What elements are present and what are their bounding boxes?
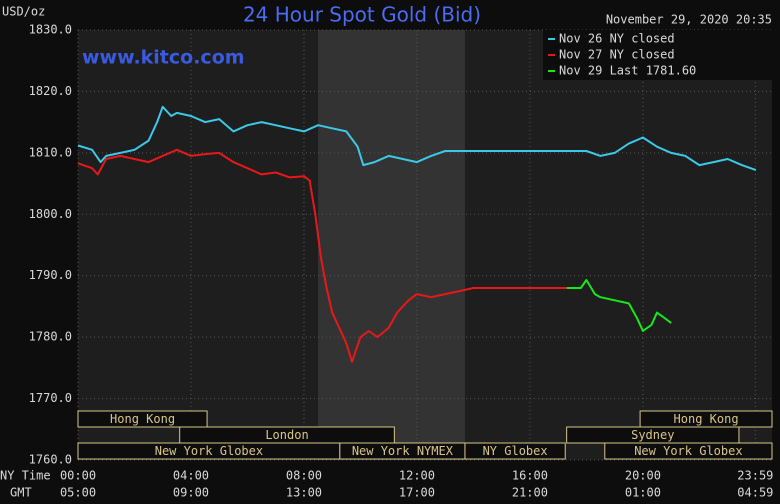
under-layer	[77, 29, 772, 461]
y-tick-label: 1760.0	[29, 453, 72, 467]
session-bar	[464, 442, 566, 460]
legend-label: Nov 26 NY closed	[559, 32, 675, 46]
legend-box	[543, 30, 772, 80]
highlight-band	[318, 30, 465, 460]
watermark: www.kitco.com	[82, 47, 245, 69]
x-tick-label: 08:00	[286, 469, 322, 483]
x2-tick-label: 01:00	[625, 486, 661, 500]
y-tick-label: 1820.0	[29, 84, 72, 98]
y-tick-label: 1770.0	[29, 391, 72, 405]
x-tick-label: 00:00	[60, 469, 96, 483]
y-tick-label: 1800.0	[29, 207, 72, 221]
y-tick-label: 1810.0	[29, 145, 72, 159]
series-line	[77, 105, 757, 172]
session-label: NY Globex	[483, 444, 548, 458]
x2-tick-label: 04:59	[737, 486, 773, 500]
x-tick-label: 12:00	[399, 469, 435, 483]
x2-tick-label: 09:00	[173, 486, 209, 500]
timestamp: November 29, 2020 20:35	[606, 13, 772, 27]
session-label: New York Globex	[634, 444, 742, 458]
session-label: London	[265, 428, 308, 442]
x2-tick-label: 05:00	[60, 486, 96, 500]
session-bar	[604, 442, 773, 460]
session-label: New York NYMEX	[352, 444, 454, 458]
y-tick-label: 1780.0	[29, 330, 72, 344]
x2-tick-label: 21:00	[512, 486, 548, 500]
y-tick-label: 1790.0	[29, 268, 72, 282]
session-label: Hong Kong	[674, 412, 739, 426]
chart-title: 24 Hour Spot Gold (Bid)	[243, 3, 481, 27]
session-label: Sydney	[631, 428, 674, 442]
session-bar	[77, 410, 208, 428]
legend-label: Nov 29 Last 1781.60	[559, 64, 696, 78]
x2-tick-label: 17:00	[399, 486, 435, 500]
x-tick-label: 04:00	[173, 469, 209, 483]
legend-label: Nov 27 NY closed	[559, 48, 675, 62]
session-label: Hong Kong	[110, 412, 175, 426]
x-tick-label: 23:59	[737, 469, 773, 483]
x-tick-label: 16:00	[512, 469, 548, 483]
x-label: NY Time	[0, 469, 51, 483]
y-tick-label: 1830.0	[29, 23, 72, 37]
x2-tick-label: 13:00	[286, 486, 322, 500]
y-unit: USD/oz	[2, 5, 45, 19]
session-label: New York Globex	[155, 444, 263, 458]
x-tick-label: 20:00	[625, 469, 661, 483]
series-line	[77, 148, 567, 363]
series-line	[566, 279, 672, 332]
x2-label: GMT	[10, 486, 32, 500]
